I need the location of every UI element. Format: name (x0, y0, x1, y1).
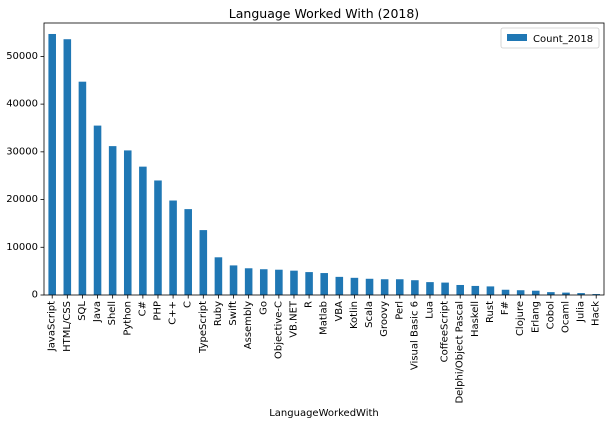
x-tick-label: F# (500, 301, 511, 315)
bar-perl (395, 279, 404, 295)
bars-group (48, 33, 600, 295)
bar-objective-c (275, 269, 283, 295)
x-tick-label: Clojure (515, 301, 526, 336)
bar-shell (108, 146, 117, 295)
x-tick-label: Scala (364, 301, 375, 328)
legend-label: Count_2018 (533, 34, 593, 45)
bar-html-css (63, 39, 72, 295)
bar-haskell (471, 285, 480, 295)
bar-cobol (547, 292, 555, 295)
x-axis-ticks: JavaScript HTML/CSS SQL Java Shell Python C# PH… (47, 295, 602, 404)
bar-sql (78, 81, 87, 295)
y-tick-label: 0 (32, 290, 38, 301)
x-tick-label: JavaScript (47, 301, 58, 352)
y-tick-label: 30000 (6, 146, 38, 157)
bar-f- (501, 289, 510, 295)
x-tick-label: Assembly (243, 301, 254, 349)
x-tick-label: C++ (168, 301, 179, 325)
x-tick-label: PHP (152, 301, 163, 321)
legend: Count_2018 (500, 27, 600, 49)
x-tick-label: VB.NET (288, 300, 299, 338)
bar-kotlin (350, 277, 359, 295)
x-tick-label: Erlang (530, 301, 541, 333)
x-tick-label: R (304, 301, 315, 308)
x-tick-label: Ocaml (560, 301, 571, 333)
chart-title: Language Worked With (2018) (229, 6, 419, 21)
x-tick-label: Rust (485, 301, 496, 323)
y-axis-ticks: 0 10000 20000 30000 40000 50000 (6, 51, 44, 301)
x-tick-label: Delphi/Object Pascal (455, 301, 466, 404)
x-tick-label: VBA (334, 301, 345, 322)
x-tick-label: Ruby (213, 301, 224, 326)
x-axis-label: LanguageWorkedWith (269, 408, 379, 419)
bar-java (93, 125, 102, 295)
x-tick-label: Haskell (470, 301, 481, 337)
bar-visual-basic-6 (411, 280, 419, 295)
x-tick-label: Python (122, 301, 133, 336)
bar-clojure (516, 290, 525, 295)
bar-go (259, 269, 268, 295)
bar-c- (139, 166, 147, 295)
bar-c (184, 209, 192, 295)
x-tick-label: Shell (107, 301, 118, 325)
x-tick-label: Lua (424, 301, 435, 319)
plot-frame (43, 22, 605, 296)
y-tick-label: 40000 (6, 99, 38, 110)
bar-groovy (380, 279, 389, 295)
bar-ruby (214, 257, 223, 295)
x-tick-label: HTML/CSS (62, 301, 73, 352)
x-tick-label: Perl (394, 301, 405, 320)
bar-julia (577, 293, 585, 295)
bar-hack (592, 294, 600, 295)
bar-r (305, 272, 313, 295)
bar-c- (169, 200, 177, 295)
bar-scala (365, 278, 374, 295)
x-tick-label: Go (258, 301, 269, 315)
bar-erlang (531, 290, 540, 295)
bar-assembly (244, 268, 253, 295)
x-tick-label: Objective-C (273, 301, 284, 359)
y-tick-label: 50000 (6, 51, 38, 62)
x-tick-label: Visual Basic 6 (409, 301, 420, 370)
bar-swift (229, 265, 238, 295)
legend-swatch (507, 34, 527, 41)
bar-vb-net (290, 270, 298, 295)
x-tick-label: Groovy (379, 301, 390, 337)
x-tick-label: Kotlin (349, 301, 360, 329)
x-tick-label: Swift (228, 301, 239, 326)
legend-box (500, 27, 600, 49)
x-tick-label: CoffeeScript (440, 301, 451, 362)
x-tick-label: TypeScript (198, 301, 209, 354)
y-tick-label: 20000 (6, 194, 38, 205)
x-tick-label: Hack (591, 301, 602, 326)
y-tick-label: 10000 (6, 242, 38, 253)
bar-rust (486, 286, 495, 295)
bar-typescript (199, 230, 208, 295)
x-tick-label: C# (137, 301, 148, 316)
x-tick-label: Matlab (319, 301, 330, 335)
x-tick-label: Julia (576, 301, 587, 323)
bar-vba (335, 276, 344, 295)
bar-matlab (320, 273, 328, 295)
bar-delphi-object-pascal (456, 284, 464, 295)
bar-python (123, 150, 132, 295)
bar-lua (426, 282, 434, 295)
bar-ocaml (562, 292, 570, 295)
bar-php (154, 180, 162, 295)
bar-javascript (48, 33, 56, 295)
x-tick-label: Cobol (545, 301, 556, 329)
x-tick-label: Java (92, 301, 103, 323)
x-tick-label: C (183, 301, 194, 308)
bar-coffeescript (441, 282, 449, 295)
x-tick-label: SQL (77, 301, 88, 321)
